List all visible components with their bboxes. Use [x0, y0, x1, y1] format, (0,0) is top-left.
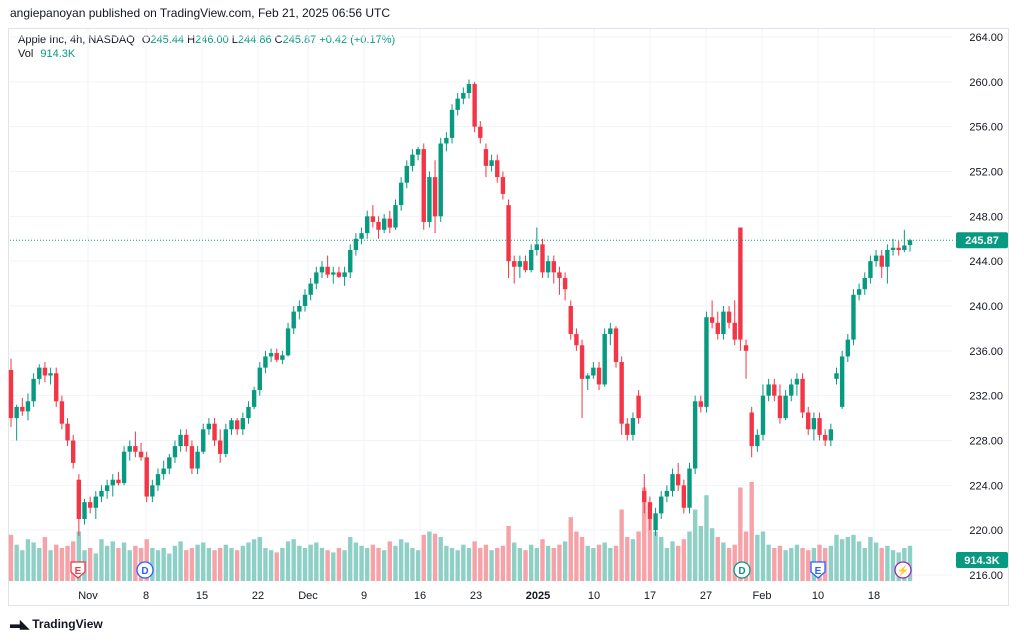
close-value: 245.87 [282, 34, 317, 46]
brand-name: TradingView [32, 617, 103, 631]
tradingview-logo-icon: ▬◣ [10, 617, 29, 631]
low-label: L [231, 34, 238, 46]
change-value: +0.42 (+0.17%) [319, 34, 396, 46]
vol-value: 914.3K [40, 48, 76, 60]
open-value: 245.44 [150, 34, 185, 46]
symbol-name: Apple Inc, 4h, NASDAQ [18, 34, 135, 46]
volume-legend: Vol 914.3K [18, 48, 75, 60]
publisher-line: angiepanoyan published on TradingView.co… [10, 6, 391, 20]
chart-frame[interactable] [8, 28, 1009, 606]
low-value: 244.86 [237, 34, 272, 46]
vol-label: Vol [18, 48, 34, 60]
high-value: 246.00 [195, 34, 229, 46]
brand-footer[interactable]: ▬◣ TradingView [10, 617, 103, 631]
close-label: C [274, 34, 283, 46]
high-label: H [187, 34, 196, 46]
symbol-legend: Apple Inc, 4h, NASDAQ O245.44 H246.00 L2… [18, 33, 395, 48]
